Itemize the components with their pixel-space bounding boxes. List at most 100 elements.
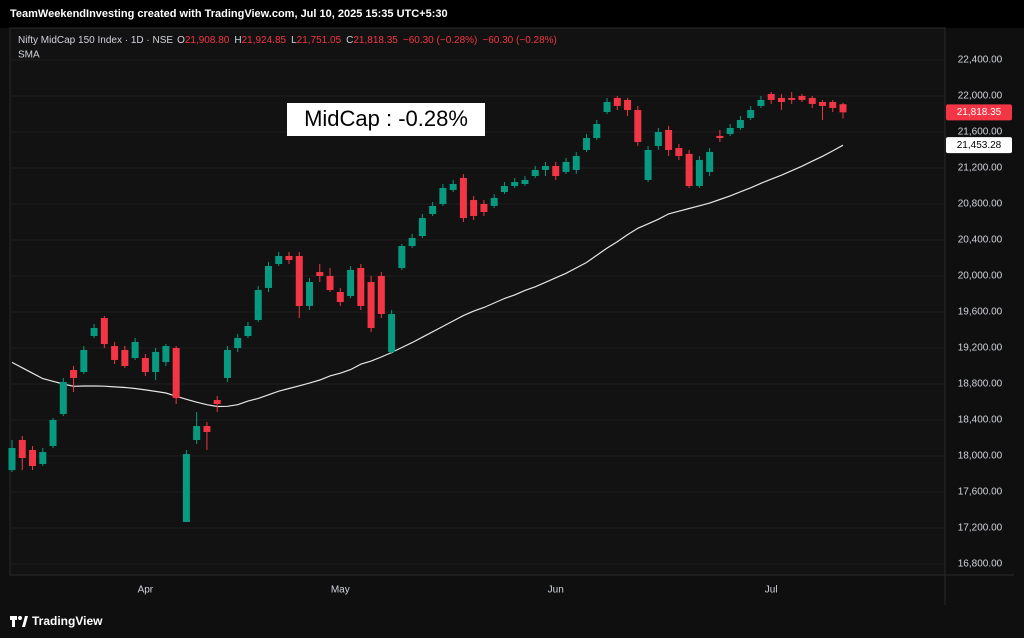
candle-body — [757, 99, 765, 106]
change: −60.30 (−0.28%) — [403, 35, 478, 46]
symbol: Nifty MidCap 150 Index · 1D · NSE — [18, 35, 173, 46]
candle-body — [306, 282, 314, 306]
candle-body — [480, 203, 488, 212]
candle-body — [767, 93, 775, 100]
candle-body — [829, 102, 837, 108]
credit: TeamWeekendInvesting created with Tradin… — [10, 8, 448, 20]
candle-body — [603, 102, 611, 112]
candle-body — [511, 182, 519, 186]
price-badge — [946, 137, 1012, 154]
annotation: MidCap : -0.28% — [304, 106, 468, 131]
candle-body — [193, 426, 201, 440]
y-tick-label: 16,800.00 — [958, 559, 1003, 570]
candle-body — [357, 267, 365, 306]
y-tick-label: 19,600.00 — [958, 307, 1003, 318]
candle-body — [552, 166, 560, 176]
candle-body — [223, 349, 231, 378]
candle-body — [111, 346, 119, 360]
candle-body — [531, 169, 539, 176]
ohlc-key: L — [291, 35, 297, 46]
y-tick-label: 19,200.00 — [958, 343, 1003, 354]
candle-body — [706, 151, 714, 172]
candle-body — [624, 99, 632, 111]
price-badge — [946, 104, 1012, 121]
candle-body — [326, 275, 334, 291]
plot — [8, 92, 847, 522]
candle-body — [777, 97, 785, 103]
candle-body — [654, 131, 662, 147]
candle-body — [747, 110, 755, 118]
candle-body — [429, 205, 437, 214]
x-tick-label: Apr — [138, 585, 154, 596]
y-tick-label: 21,200.00 — [958, 163, 1003, 174]
candle-body — [665, 129, 673, 150]
change: −60.30 (−0.28%) — [482, 35, 557, 46]
candle-body — [593, 123, 601, 139]
candle-body — [141, 357, 149, 373]
x-tick-label: Jul — [765, 585, 778, 596]
candle-body — [839, 104, 847, 113]
ohlc-key: O — [177, 35, 185, 46]
candle-body — [459, 177, 467, 219]
candle-body — [726, 128, 734, 134]
candle-body — [818, 102, 826, 106]
candle-body — [613, 97, 621, 106]
candle-body — [398, 246, 406, 268]
brand-logo — [10, 616, 28, 627]
x-tick-label: Jun — [548, 585, 564, 596]
price-badge-label: 21,453.28 — [957, 140, 1002, 151]
top-bar — [0, 0, 1024, 28]
candle-body — [8, 447, 16, 471]
candle-body — [388, 313, 396, 352]
annotation-box — [287, 103, 485, 136]
candle-body — [275, 256, 283, 265]
x-tick-label: May — [331, 585, 350, 596]
grid — [10, 59, 945, 565]
candle-body — [521, 179, 529, 185]
candle-body — [541, 166, 549, 170]
candle-body — [316, 272, 324, 276]
candle-body — [798, 95, 806, 100]
candle-body — [634, 110, 642, 142]
y-tick-label: 17,200.00 — [958, 523, 1003, 534]
candle-body — [788, 97, 796, 100]
candle-body — [152, 351, 160, 373]
brand[interactable]: TradingView — [32, 614, 103, 628]
candle-body — [572, 156, 580, 170]
y-tick-label: 17,600.00 — [958, 487, 1003, 498]
candle-body — [254, 290, 262, 321]
y-tick-label: 22,000.00 — [958, 91, 1003, 102]
candle-body — [18, 439, 26, 458]
candle-body — [439, 187, 447, 204]
candle-body — [408, 238, 416, 247]
candle-body — [90, 328, 98, 337]
y-tick-label: 21,600.00 — [958, 127, 1003, 138]
candle-body — [736, 120, 744, 129]
candle-body — [716, 135, 724, 139]
candle-body — [295, 256, 303, 306]
candle-body — [377, 275, 385, 314]
y-tick-label: 20,800.00 — [958, 199, 1003, 210]
y-tick-label: 18,800.00 — [958, 379, 1003, 390]
candle-body — [59, 382, 67, 414]
ohlc-value: 21,751.05 — [297, 35, 342, 46]
candle-body — [500, 185, 508, 193]
candle-body — [234, 338, 242, 348]
y-tick-label: 20,400.00 — [958, 235, 1003, 246]
y-tick-label: 18,400.00 — [958, 415, 1003, 426]
ohlc-value: 21,908.80 — [185, 35, 230, 46]
candle-body — [347, 269, 355, 296]
candle-body — [70, 369, 78, 378]
y-tick-label: 22,400.00 — [958, 55, 1003, 66]
candle-body — [449, 184, 457, 190]
candle-body — [583, 138, 591, 150]
candle-body — [131, 341, 139, 358]
candle-body — [264, 266, 272, 288]
candle-body — [808, 97, 816, 104]
ohlc-value: 21,818.35 — [353, 35, 398, 46]
ohlc-key: H — [234, 35, 241, 46]
y-tick-label: 18,000.00 — [958, 451, 1003, 462]
candle-body — [490, 197, 498, 206]
candle-body — [100, 318, 108, 345]
